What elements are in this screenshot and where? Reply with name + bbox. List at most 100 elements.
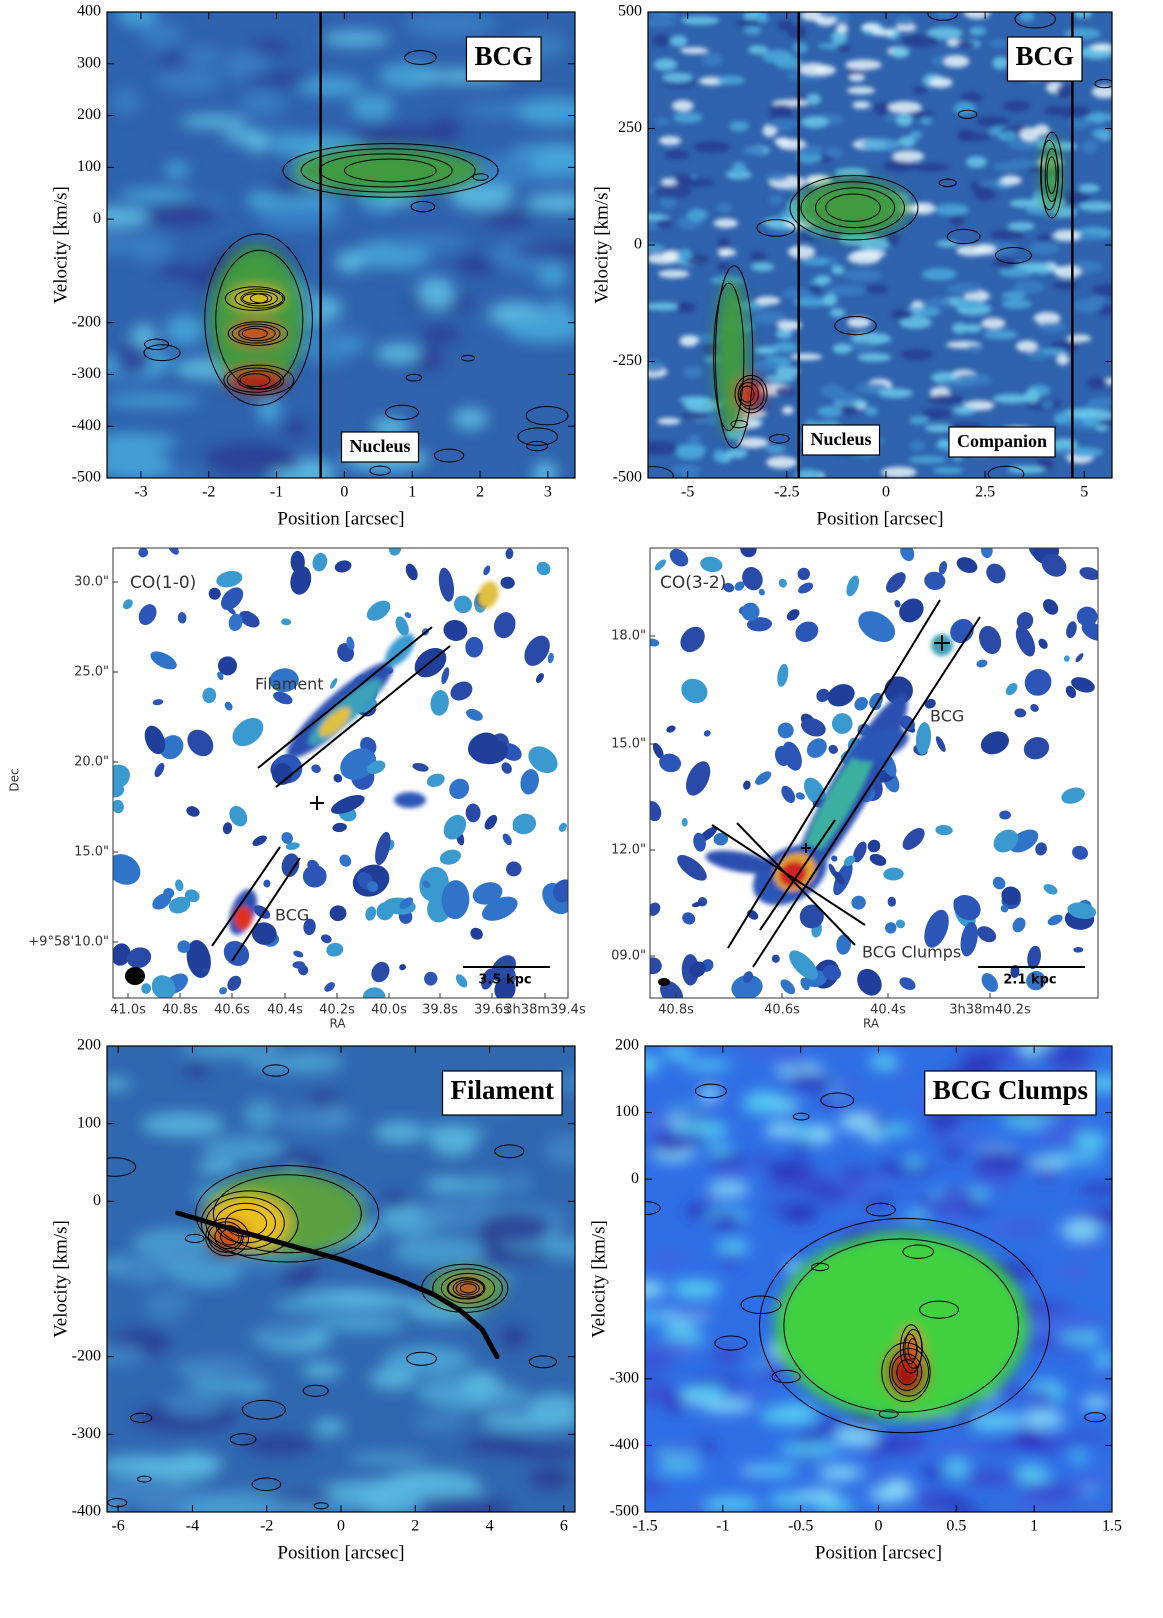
noise <box>120 1256 170 1285</box>
noise <box>645 302 682 310</box>
noise <box>168 1256 242 1287</box>
y-axis-label: Velocity [km/s] <box>50 186 71 304</box>
noise <box>539 143 586 168</box>
beam <box>125 967 145 985</box>
noise <box>1053 230 1081 242</box>
x-axis-label: Position [arcsec] <box>277 1542 404 1563</box>
noise <box>527 1394 583 1420</box>
noise <box>673 444 706 454</box>
map-name: CO(1-0) <box>130 573 196 593</box>
noise-blob <box>263 880 270 888</box>
noise <box>479 1213 550 1243</box>
noise <box>370 1367 416 1390</box>
plot-area <box>643 533 1110 1011</box>
noise <box>392 234 467 251</box>
noise <box>545 1135 591 1166</box>
x-tick-label: -3 <box>134 484 147 501</box>
noise <box>1025 389 1040 403</box>
x-tick-label: 39.8s <box>422 1003 458 1018</box>
noise <box>798 1489 840 1501</box>
noise <box>928 394 964 404</box>
y-tick-label: -500 <box>72 469 101 486</box>
noise <box>93 450 173 478</box>
noise <box>775 386 797 396</box>
noise <box>727 1387 769 1401</box>
noise <box>845 59 882 70</box>
noise <box>908 456 947 464</box>
noise <box>1058 106 1092 118</box>
x-tick-label: 2 <box>411 1518 419 1535</box>
x-axis-label: RA <box>329 1017 346 1031</box>
noise <box>884 1480 912 1499</box>
y-tick-label: +9°58'10.0" <box>28 935 109 950</box>
noise <box>943 1459 970 1479</box>
noise <box>817 1194 845 1206</box>
noise <box>657 418 680 425</box>
noise <box>944 55 969 68</box>
noise <box>716 203 733 212</box>
y-tick-label: 400 <box>77 3 101 20</box>
noise <box>674 173 693 183</box>
noise <box>186 1377 269 1394</box>
noise <box>841 1168 870 1178</box>
title-box: Filament <box>443 1071 562 1115</box>
noise <box>146 1291 191 1321</box>
noise <box>764 375 796 382</box>
noise <box>393 1236 487 1267</box>
noise <box>993 162 1019 171</box>
noise <box>677 302 690 310</box>
noise <box>164 161 189 178</box>
noise <box>862 23 880 30</box>
noise <box>180 47 222 67</box>
noise <box>764 1122 799 1137</box>
noise <box>85 433 178 452</box>
noise <box>981 318 1005 329</box>
noise <box>681 16 719 25</box>
noise <box>809 284 823 294</box>
noise <box>673 112 703 123</box>
x-tick-label: 40.8s <box>162 1003 198 1018</box>
noise <box>670 1305 716 1318</box>
x-tick-label: 0 <box>340 484 348 501</box>
noise <box>252 1324 313 1344</box>
noise <box>652 34 670 46</box>
noise <box>956 245 987 256</box>
y-tick-label: 100 <box>77 1114 101 1131</box>
x-tick-label: -2 <box>260 1518 273 1535</box>
noise <box>922 268 957 280</box>
y-tick-label: 0 <box>93 1192 101 1209</box>
noise <box>896 113 912 127</box>
noise <box>878 388 913 398</box>
y-tick-label: 18.0" <box>611 629 646 644</box>
noise <box>767 1181 795 1191</box>
x-axis-label: Position [arcsec] <box>815 1542 942 1563</box>
noise <box>419 279 454 311</box>
noise <box>247 190 273 210</box>
noise <box>796 1429 821 1443</box>
noise <box>952 1410 972 1427</box>
y-tick-label: -400 <box>72 1503 101 1520</box>
noise <box>1070 447 1104 457</box>
noise <box>714 218 738 228</box>
noise <box>1029 242 1060 255</box>
noise <box>960 1052 999 1066</box>
noise <box>755 296 780 305</box>
noise <box>683 366 703 378</box>
noise <box>837 44 851 52</box>
noise <box>1056 354 1069 365</box>
noise <box>895 15 914 25</box>
x-tick-label: -1.5 <box>632 1518 657 1535</box>
noise <box>806 93 820 105</box>
noise <box>953 406 975 415</box>
noise <box>989 1217 1049 1237</box>
x-tick-label: -5 <box>681 484 694 501</box>
noise <box>729 121 749 131</box>
noise <box>1041 399 1054 409</box>
y-tick-label: -300 <box>610 1370 639 1387</box>
y-tick-label: 500 <box>618 3 642 20</box>
noise <box>755 1464 798 1477</box>
noise <box>753 360 778 372</box>
noise <box>145 202 217 226</box>
noise <box>662 1442 702 1454</box>
